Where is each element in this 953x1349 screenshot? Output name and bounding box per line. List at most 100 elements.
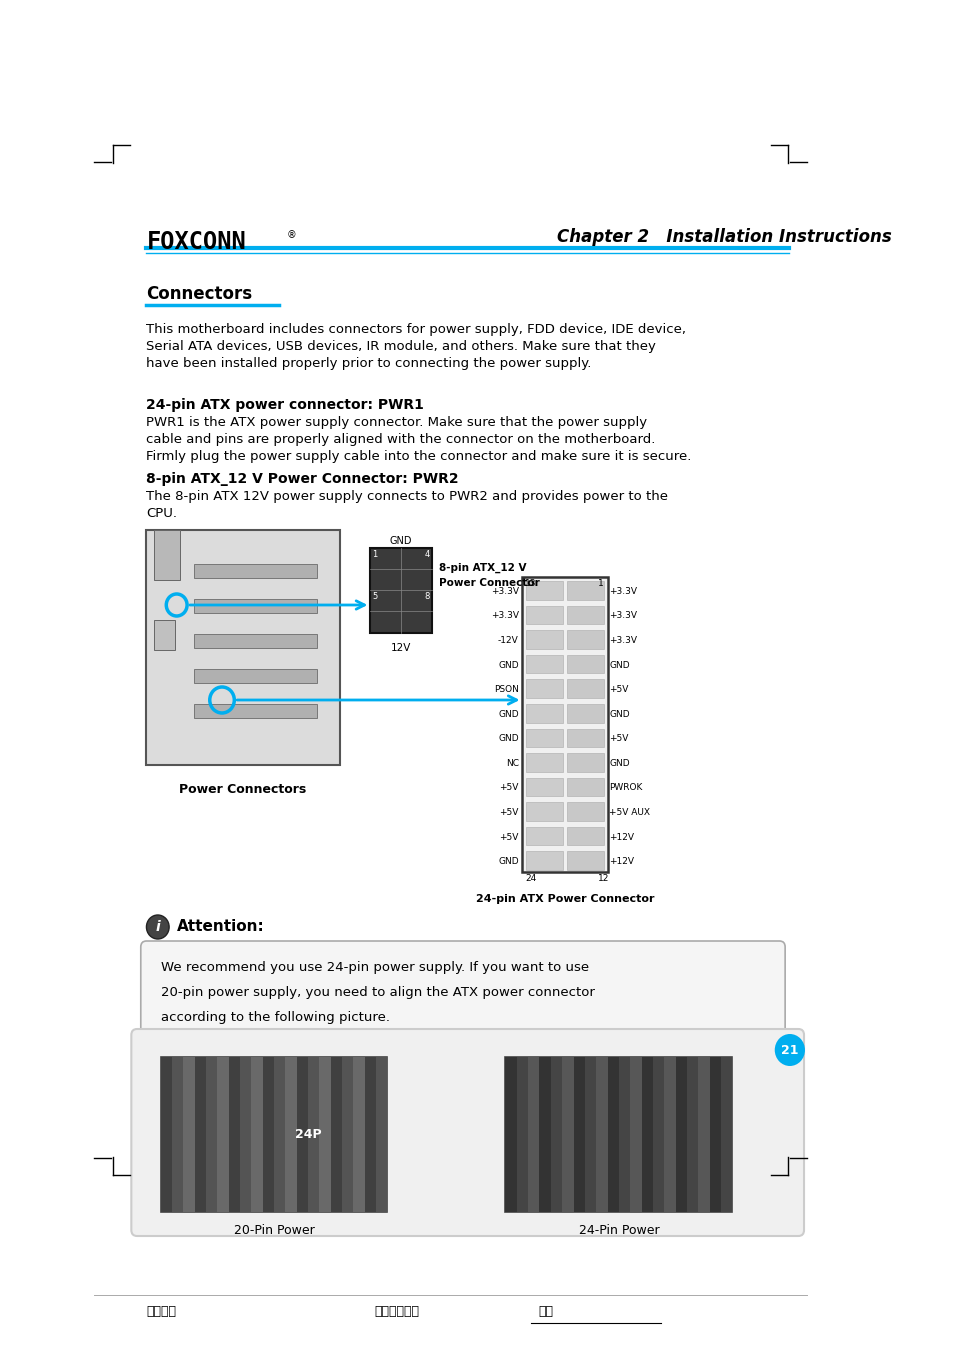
Bar [375,1058,387,1211]
Bar [566,777,603,796]
Bar [566,704,603,723]
Bar [193,599,316,612]
Bar [240,1058,251,1211]
Text: 13: 13 [525,579,537,588]
Text: 24: 24 [525,874,536,884]
Bar [566,654,603,673]
Bar [160,1058,172,1211]
Text: 12V: 12V [390,643,411,653]
Text: This motherboard includes connectors for power supply, FDD device, IDE device,: This motherboard includes connectors for… [147,322,686,336]
Bar [193,634,316,648]
Bar [370,548,432,633]
Text: Power Connector: Power Connector [439,577,539,588]
Bar [251,1058,262,1211]
Bar [686,1058,698,1211]
Bar [652,1058,663,1211]
Bar [709,1058,720,1211]
Bar [663,1058,675,1211]
Text: 8-pin ATX_12 V: 8-pin ATX_12 V [439,563,526,573]
Text: Connectors: Connectors [147,285,253,304]
Text: GND: GND [497,734,518,743]
Bar [296,1058,308,1211]
Bar [630,1058,640,1211]
Text: Attention:: Attention: [176,919,264,934]
Text: GND: GND [609,759,629,768]
Bar [522,577,607,871]
Bar [274,1058,285,1211]
Bar [566,753,603,772]
Text: 试用版本创建: 试用版本创建 [374,1304,419,1318]
Text: +5V: +5V [609,734,628,743]
Bar [331,1058,342,1211]
Bar [566,680,603,697]
Bar [285,1058,296,1211]
Text: +5V AUX: +5V AUX [609,808,650,817]
Text: +5V: +5V [498,784,518,792]
Text: 8: 8 [424,592,429,602]
Text: ®: ® [286,229,295,240]
Bar [172,1058,183,1211]
Text: 1: 1 [598,579,603,588]
Text: +3.3V: +3.3V [490,587,518,596]
Text: +3.3V: +3.3V [609,611,637,621]
Text: PWR1 is the ATX power supply connector. Make sure that the power supply: PWR1 is the ATX power supply connector. … [147,415,647,429]
Bar [517,1058,528,1211]
Text: GND: GND [609,661,629,669]
Text: -12V: -12V [497,635,518,645]
Bar [153,530,180,580]
Text: Power Connectors: Power Connectors [179,782,306,796]
Bar [194,1058,206,1211]
Text: FOXCONN: FOXCONN [147,229,246,254]
Bar [193,669,316,683]
Bar [584,1058,596,1211]
Text: 12: 12 [598,874,609,884]
Bar [698,1058,709,1211]
Bar [566,803,603,820]
Bar [193,704,316,718]
Text: +12V: +12V [609,832,634,842]
Bar [319,1058,331,1211]
Bar [720,1058,732,1211]
Text: 正文: 正文 [538,1304,553,1318]
Bar [526,680,562,697]
Bar [566,728,603,747]
Bar [526,606,562,625]
Bar [153,621,174,650]
Text: Serial ATA devices, USB devices, IR module, and others. Make sure that they: Serial ATA devices, USB devices, IR modu… [147,340,656,353]
Bar [229,1058,240,1211]
Bar [526,851,562,870]
Bar [308,1058,319,1211]
Bar [640,1058,652,1211]
Bar [206,1058,217,1211]
Text: GND: GND [609,710,629,719]
Circle shape [147,915,169,939]
Bar [526,728,562,747]
Text: +3.3V: +3.3V [490,611,518,621]
Bar [526,803,562,820]
Text: +5V: +5V [498,832,518,842]
Bar [539,1058,550,1211]
Bar [573,1058,584,1211]
Text: GND: GND [497,661,518,669]
Bar [550,1058,561,1211]
Text: Chapter 2   Installation Instructions: Chapter 2 Installation Instructions [557,228,891,246]
Text: GND: GND [497,857,518,866]
Text: We recommend you use 24-pin power supply. If you want to use: We recommend you use 24-pin power supply… [160,960,588,974]
Text: 24P: 24P [294,1128,321,1140]
Text: +3.3V: +3.3V [609,635,637,645]
Bar [342,1058,353,1211]
Text: 20-Pin Power: 20-Pin Power [233,1224,314,1237]
Bar [160,1058,387,1211]
Bar [526,654,562,673]
Bar [566,581,603,599]
Bar [566,630,603,649]
Text: according to the following picture.: according to the following picture. [160,1010,389,1024]
Text: have been installed properly prior to connecting the power supply.: have been installed properly prior to co… [147,357,591,370]
Text: 24-pin ATX Power Connector: 24-pin ATX Power Connector [476,894,654,904]
Bar [561,1058,573,1211]
Bar [596,1058,607,1211]
Text: 24-Pin Power: 24-Pin Power [578,1224,659,1237]
Text: NC: NC [505,759,518,768]
Bar [262,1058,274,1211]
Text: +5V: +5V [498,808,518,817]
